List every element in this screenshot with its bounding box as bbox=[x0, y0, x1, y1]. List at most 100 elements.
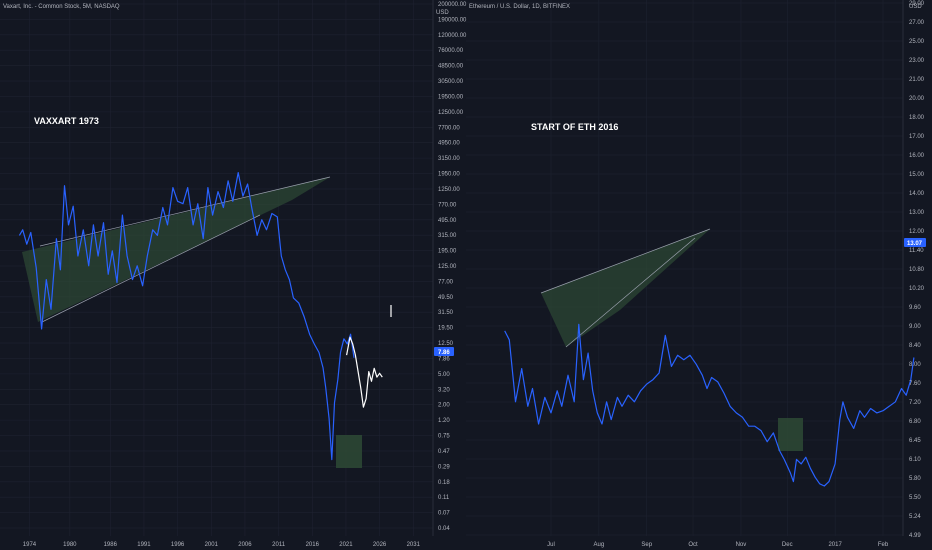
eth-lower-trendline bbox=[565, 237, 696, 348]
eth-header: Ethereum / U.S. Dollar, 1D, BITFINEX bbox=[469, 4, 570, 10]
vaxart-y-tick: 31.50 bbox=[438, 310, 454, 316]
vaxart-y-tick: 315.00 bbox=[438, 233, 457, 239]
vaxart-y-tick: 19.50 bbox=[438, 326, 454, 332]
vaxart-y-tick: 12500.00 bbox=[438, 110, 464, 116]
eth-y-tick: 13.00 bbox=[909, 210, 925, 216]
eth-y-tick: 14.00 bbox=[909, 191, 925, 197]
eth-wedge-pattern bbox=[540, 228, 803, 451]
eth-time-axis: Jul Aug Sep Oct Nov Dec 2017 Feb bbox=[547, 542, 889, 548]
eth-y-tick: 9.60 bbox=[909, 305, 921, 311]
eth-upper-trendline bbox=[540, 228, 711, 294]
vaxart-y-tick: 0.29 bbox=[438, 464, 450, 470]
eth-price-axis: 29.00 27.00 25.00 23.00 21.00 20.00 18.00 17.00… bbox=[909, 1, 925, 539]
eth-x-tick: Aug bbox=[594, 542, 605, 548]
vaxart-y-tick: 200000.00 bbox=[438, 2, 467, 8]
vaxart-y-tick: 0.07 bbox=[438, 511, 450, 517]
vaxart-x-tick: 2026 bbox=[373, 542, 387, 548]
vaxart-x-tick: 1980 bbox=[63, 542, 77, 548]
vaxart-y-tick: 3150.00 bbox=[438, 156, 460, 162]
vaxart-x-tick: 2011 bbox=[272, 542, 286, 548]
eth-y-tick: 27.00 bbox=[909, 20, 925, 26]
eth-x-tick: Sep bbox=[641, 542, 652, 548]
eth-y-tick: 20.00 bbox=[909, 96, 925, 102]
vaxart-y-tick: 12.50 bbox=[438, 341, 454, 347]
vaxart-y-tick: 195.00 bbox=[438, 249, 457, 255]
vaxart-bottom-highlight bbox=[336, 435, 362, 468]
eth-bottom-highlight bbox=[778, 418, 803, 451]
vaxart-y-tick: 49.50 bbox=[438, 295, 454, 301]
eth-y-tick: 8.00 bbox=[909, 362, 921, 368]
vaxart-y-tick: 0.18 bbox=[438, 480, 450, 486]
vaxart-time-axis: 1974 1980 1986 1991 1996 2001 2006 2011 2016 2021… bbox=[23, 542, 421, 548]
eth-axis-currency: USD bbox=[909, 4, 922, 10]
eth-y-tick: 18.00 bbox=[909, 115, 925, 121]
eth-y-tick: 7.60 bbox=[909, 381, 921, 387]
vaxart-y-tick: 120000.00 bbox=[438, 33, 467, 39]
vaxart-y-tick: 0.47 bbox=[438, 449, 450, 455]
eth-y-tick: 7.20 bbox=[909, 400, 921, 406]
vaxart-y-tick: 19500.00 bbox=[438, 94, 464, 100]
vaxart-x-tick: 1974 bbox=[23, 542, 37, 548]
eth-y-tick: 11.40 bbox=[909, 248, 924, 254]
vaxart-overlay-series bbox=[346, 336, 383, 408]
vaxart-upper-trendline bbox=[39, 176, 331, 247]
vaxart-y-tick: 4950.00 bbox=[438, 141, 460, 147]
vaxart-price-axis: 200000.00 190000.00 120000.00 76000.00 48500… bbox=[438, 2, 467, 532]
eth-y-tick: 29.00 bbox=[909, 1, 925, 7]
vaxart-y-tick: 125.00 bbox=[438, 264, 457, 270]
vaxart-axis-currency: USD bbox=[436, 10, 449, 16]
vaxart-y-tick: 190000.00 bbox=[438, 17, 467, 23]
eth-x-tick: Dec bbox=[782, 542, 793, 548]
vaxart-y-tick: 1250.00 bbox=[438, 187, 460, 193]
vaxart-x-tick: 1996 bbox=[171, 542, 185, 548]
eth-y-tick: 6.45 bbox=[909, 438, 921, 444]
vaxart-x-tick: 1986 bbox=[104, 542, 118, 548]
vaxart-y-tick: 0.75 bbox=[438, 434, 450, 440]
eth-x-tick: 2017 bbox=[828, 542, 842, 548]
vaxart-badge-bg bbox=[434, 347, 454, 356]
vaxart-grid bbox=[0, 0, 433, 536]
vaxart-x-tick: 2031 bbox=[407, 542, 421, 548]
eth-x-tick: Jul bbox=[547, 542, 555, 548]
vaxart-y-tick: 1950.00 bbox=[438, 172, 460, 178]
vaxart-y-tick: 77.00 bbox=[438, 279, 454, 285]
vaxart-y-tick: 495.00 bbox=[438, 218, 457, 224]
vaxart-y-tick: 76000.00 bbox=[438, 48, 464, 54]
eth-y-tick: 12.00 bbox=[909, 229, 925, 235]
vaxart-price-lines bbox=[18, 172, 392, 461]
eth-badge-bg bbox=[904, 238, 926, 247]
eth-current-price: 13.07 bbox=[907, 241, 923, 247]
vaxart-x-tick: 2006 bbox=[238, 542, 252, 548]
eth-wedge-fill bbox=[541, 229, 710, 347]
vaxart-panel: Vaxart, Inc. - Common Stock, 5M, NASDAQ … bbox=[0, 0, 467, 548]
eth-price-lines bbox=[504, 323, 915, 487]
eth-annotation: START OF ETH 2016 bbox=[531, 122, 618, 132]
vaxart-y-tick: 7.86 bbox=[438, 356, 450, 362]
vaxart-y-tick: 3.20 bbox=[438, 387, 450, 393]
vaxart-annotation: VAXXART 1973 bbox=[34, 116, 99, 126]
vaxart-y-tick: 770.00 bbox=[438, 202, 457, 208]
eth-y-tick: 23.00 bbox=[909, 58, 925, 64]
eth-x-tick: Feb bbox=[878, 542, 889, 548]
vaxart-x-tick: 2016 bbox=[306, 542, 320, 548]
eth-y-tick: 6.10 bbox=[909, 457, 921, 463]
vaxart-y-tick: 0.04 bbox=[438, 526, 450, 532]
eth-y-tick: 17.00 bbox=[909, 134, 925, 140]
eth-x-tick: Nov bbox=[736, 542, 747, 548]
vaxart-current-price-badge: 7.86 bbox=[434, 347, 454, 356]
eth-y-tick: 25.00 bbox=[909, 39, 925, 45]
eth-y-tick: 21.00 bbox=[909, 77, 925, 83]
eth-y-tick: 6.80 bbox=[909, 419, 921, 425]
eth-x-tick: Oct bbox=[688, 542, 698, 548]
vaxart-y-tick: 48500.00 bbox=[438, 64, 464, 70]
eth-y-tick: 16.00 bbox=[909, 153, 925, 159]
eth-panel: Ethereum / U.S. Dollar, 1D, BITFINEX STA… bbox=[466, 0, 926, 548]
vaxart-y-tick: 5.00 bbox=[438, 372, 450, 378]
vaxart-lower-trendline bbox=[41, 214, 261, 323]
eth-y-tick: 5.80 bbox=[909, 476, 921, 482]
eth-y-tick: 8.40 bbox=[909, 343, 921, 349]
eth-y-tick: 15.00 bbox=[909, 172, 925, 178]
